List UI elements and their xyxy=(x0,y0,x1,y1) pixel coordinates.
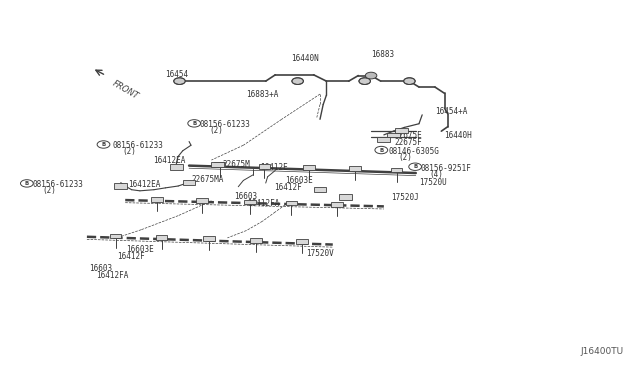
Text: (2): (2) xyxy=(43,186,57,195)
Text: 22675F: 22675F xyxy=(395,138,422,147)
Bar xyxy=(378,137,390,142)
Text: (2): (2) xyxy=(399,153,412,162)
Bar xyxy=(214,163,225,167)
Text: 22675M: 22675M xyxy=(223,160,251,169)
Text: 08156-61233: 08156-61233 xyxy=(113,141,163,151)
Text: 16412EA: 16412EA xyxy=(129,180,161,189)
Text: 08156-9251F: 08156-9251F xyxy=(421,164,472,173)
Bar xyxy=(244,199,255,204)
Bar xyxy=(296,239,308,244)
Bar xyxy=(349,166,361,171)
Text: 17520V: 17520V xyxy=(306,249,333,258)
Text: 16454: 16454 xyxy=(166,70,189,79)
Text: B: B xyxy=(192,121,196,126)
Text: (2): (2) xyxy=(123,147,136,156)
Bar xyxy=(196,198,207,203)
Text: 08146-6305G: 08146-6305G xyxy=(388,147,439,156)
Bar xyxy=(332,202,343,206)
Text: 16603E: 16603E xyxy=(285,176,312,185)
Circle shape xyxy=(173,78,185,84)
Bar xyxy=(115,183,127,189)
Bar xyxy=(156,235,168,240)
Text: 08156-61233: 08156-61233 xyxy=(200,121,251,129)
Text: B: B xyxy=(379,148,383,153)
Text: 08156-61233: 08156-61233 xyxy=(33,180,83,189)
Bar xyxy=(387,133,400,137)
Bar xyxy=(285,201,297,205)
Text: 16603: 16603 xyxy=(89,264,112,273)
Bar xyxy=(396,128,408,133)
Text: 16603E: 16603E xyxy=(127,244,154,253)
Text: 16883+A: 16883+A xyxy=(246,90,279,99)
Circle shape xyxy=(359,78,371,84)
Text: 16412F: 16412F xyxy=(118,252,145,261)
Text: 16454+A: 16454+A xyxy=(435,108,467,116)
Bar xyxy=(314,187,326,192)
Bar xyxy=(391,168,403,173)
Text: B: B xyxy=(25,181,29,186)
Text: 16412F: 16412F xyxy=(274,183,302,192)
Text: 16440N: 16440N xyxy=(291,54,319,62)
Circle shape xyxy=(365,72,377,79)
Text: B: B xyxy=(413,164,417,169)
Text: FRONT: FRONT xyxy=(111,78,141,101)
Bar xyxy=(203,236,214,241)
Circle shape xyxy=(20,180,33,187)
Text: 16440H: 16440H xyxy=(445,131,472,141)
Bar xyxy=(303,165,315,170)
Text: 16603: 16603 xyxy=(234,192,257,201)
Text: B: B xyxy=(101,142,106,147)
Circle shape xyxy=(188,120,200,127)
Text: 16412FA: 16412FA xyxy=(247,199,280,208)
Bar xyxy=(339,194,352,200)
Bar xyxy=(110,234,122,238)
Circle shape xyxy=(404,78,415,84)
Text: 22675MA: 22675MA xyxy=(191,175,223,184)
Text: 16883: 16883 xyxy=(371,50,394,59)
Circle shape xyxy=(409,163,422,170)
Bar xyxy=(182,180,195,185)
Text: 16412E: 16412E xyxy=(260,163,289,172)
Text: J16400TU: J16400TU xyxy=(580,347,623,356)
Text: 16412EA: 16412EA xyxy=(153,155,185,164)
Text: 22675E: 22675E xyxy=(395,131,422,141)
Bar xyxy=(152,197,163,202)
Bar xyxy=(211,162,224,167)
Text: 17520U: 17520U xyxy=(420,178,447,187)
Text: (4): (4) xyxy=(430,170,444,179)
Text: 17520J: 17520J xyxy=(391,193,419,202)
Bar xyxy=(170,164,182,170)
Circle shape xyxy=(97,141,110,148)
Text: 16412FA: 16412FA xyxy=(97,271,129,280)
Bar xyxy=(259,164,270,169)
Circle shape xyxy=(292,78,303,84)
Text: (2): (2) xyxy=(209,126,223,135)
Bar xyxy=(250,238,262,243)
Circle shape xyxy=(375,146,388,154)
